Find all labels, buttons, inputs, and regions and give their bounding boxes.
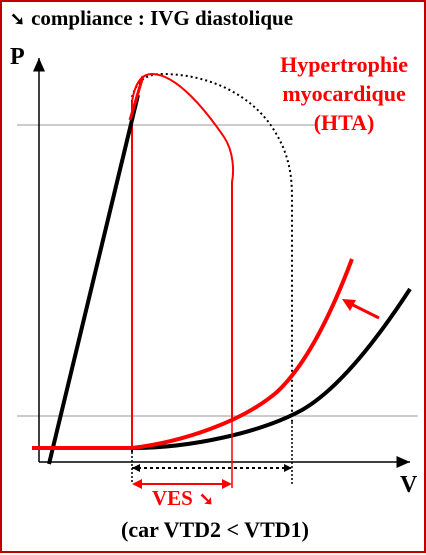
annotation-line-1: Hypertrophie bbox=[280, 52, 408, 77]
annotation-line-3: (HTA) bbox=[313, 110, 375, 135]
caption: (car VTD2 < VTD1) bbox=[121, 517, 309, 542]
hypertrophy-pv-loop bbox=[131, 72, 234, 450]
normal-pv-loop bbox=[131, 72, 293, 452]
title-text: compliance : IVG diastolique bbox=[31, 6, 294, 30]
ves-bracket-right-arrow bbox=[284, 464, 292, 472]
hypertrophy-annotation: Hypertrophie myocardique (HTA) bbox=[280, 50, 408, 137]
hypertrophy-edpvr-curve bbox=[32, 258, 354, 450]
annotation-line-2: myocardique bbox=[282, 81, 406, 106]
hypertrophy-espvr-line bbox=[128, 75, 145, 121]
slide-title: ➘ compliance : IVG diastolique bbox=[10, 6, 293, 31]
ves-red-left-arrow bbox=[132, 479, 142, 489]
arrow-down-right-icon: ➘ bbox=[198, 489, 214, 509]
y-axis-label: P bbox=[10, 44, 25, 70]
normal-espvr-line bbox=[47, 94, 140, 465]
normal-edpvr-curve bbox=[32, 287, 412, 450]
ves-label: VES ➘ bbox=[152, 486, 214, 511]
x-axis-label: V bbox=[400, 472, 418, 498]
arrow-down-right-icon: ➘ bbox=[10, 9, 26, 29]
ves-red-right-arrow bbox=[222, 479, 232, 489]
ves-bracket-left-arrow bbox=[132, 464, 140, 472]
ves-text: VES bbox=[152, 486, 193, 510]
curve-arrow-head bbox=[342, 299, 356, 311]
